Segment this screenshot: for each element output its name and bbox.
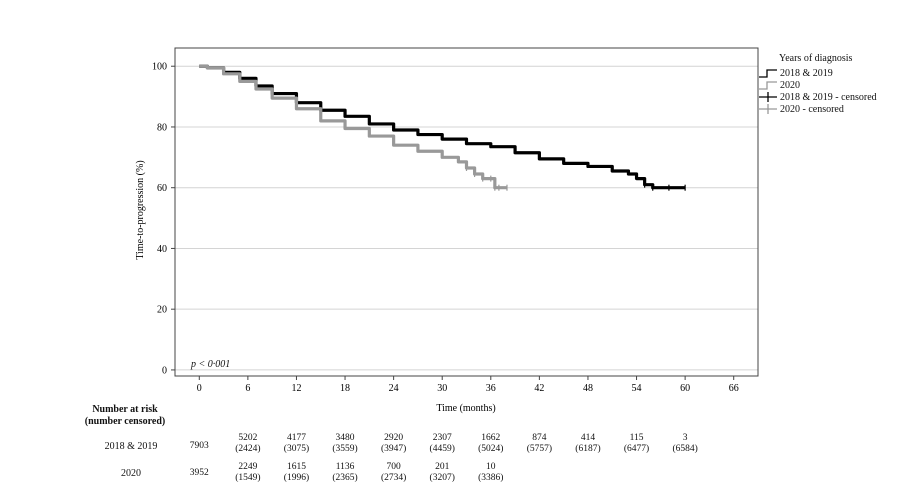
risk-count: 4177 xyxy=(286,433,306,443)
x-tick-label: 66 xyxy=(729,383,739,394)
curve-1 xyxy=(199,64,507,190)
x-tick-label: 24 xyxy=(389,383,399,394)
risk-count: 1136 xyxy=(335,462,355,472)
risk-cell: 5202 (2424) xyxy=(226,433,270,455)
x-tick-label: 12 xyxy=(291,383,301,394)
legend-label: 2018 & 2019 - censored xyxy=(780,91,877,103)
risk-count: 3 xyxy=(682,433,688,443)
y-axis-ticks: 0 20 40 60 80 100 xyxy=(152,62,175,376)
risk-cell: 874 (5757) xyxy=(517,433,561,455)
risk-cell: 10 (3386) xyxy=(469,462,513,484)
y-tick-label: 40 xyxy=(157,244,167,255)
risk-censored: (2424) xyxy=(235,444,261,454)
risk-censored: (2365) xyxy=(332,473,358,483)
legend-label: 2020 xyxy=(780,79,800,91)
survival-curves xyxy=(199,64,686,191)
risk-censored: (3386) xyxy=(478,473,504,483)
risk-censored: (3075) xyxy=(283,444,310,454)
x-tick-label: 0 xyxy=(197,383,202,394)
y-axis-label: Time-to-progression (%) xyxy=(135,160,146,259)
y-tick-label: 60 xyxy=(157,183,167,194)
risk-cell: 414 (6187) xyxy=(566,433,610,455)
risk-cell: 7903 xyxy=(177,441,221,452)
risk-cell: 201 (3207) xyxy=(420,462,464,484)
risk-count: 2920 xyxy=(384,433,404,443)
risk-censored: (3947) xyxy=(380,444,407,454)
risk-censored: (6477) xyxy=(623,444,650,454)
risk-cell: 3480 (3559) xyxy=(323,433,367,455)
x-tick-label: 6 xyxy=(245,383,250,394)
risk-count: 1662 xyxy=(481,433,501,443)
legend-step-line-icon xyxy=(759,69,777,78)
legend-censor-mark-icon xyxy=(759,104,777,114)
x-tick-label: 60 xyxy=(680,383,690,394)
risk-row-label: 2018 & 2019 xyxy=(104,441,158,452)
risk-censored: (3207) xyxy=(429,473,455,483)
risk-table-header-line1: Number at risk xyxy=(92,404,158,415)
x-tick-label: 42 xyxy=(534,383,544,394)
risk-cell: 2307 (4459) xyxy=(420,433,464,455)
risk-count: 115 xyxy=(629,433,644,443)
risk-count: 2307 xyxy=(432,433,452,443)
risk-count: 3480 xyxy=(335,433,355,443)
risk-censored: (2734) xyxy=(380,473,407,483)
y-tick-label: 20 xyxy=(157,305,167,316)
legend-item-2020-censored: 2020 - censored xyxy=(758,103,844,115)
risk-cell: 2249 (1549) xyxy=(226,462,270,484)
legend-label: 2018 & 2019 xyxy=(780,67,833,79)
x-tick-label: 54 xyxy=(632,383,642,394)
legend-item-2020: 2020 xyxy=(758,79,800,91)
x-tick-label: 36 xyxy=(486,383,496,394)
risk-censored: (5024) xyxy=(478,444,504,454)
risk-table-header: Number at risk (number censored) xyxy=(60,404,190,428)
grid-lines xyxy=(175,65,758,371)
risk-cell: 4177 (3075) xyxy=(274,433,318,455)
risk-censored: (5757) xyxy=(526,444,553,454)
p-value-annotation: p < 0·001 xyxy=(191,359,231,370)
x-tick-label: 48 xyxy=(583,383,593,394)
risk-row-label: 2020 xyxy=(121,468,141,479)
plot-area-frame xyxy=(174,47,759,377)
risk-count: 7903 xyxy=(189,441,209,451)
risk-count: 201 xyxy=(435,462,450,472)
risk-cell: 3952 xyxy=(177,468,221,479)
risk-cell: 115 (6477) xyxy=(615,433,659,455)
risk-count: 10 xyxy=(486,462,496,472)
risk-censored: (6584) xyxy=(672,444,698,454)
y-tick-label: 80 xyxy=(157,122,167,133)
risk-censored: (6187) xyxy=(575,444,601,454)
risk-cell: 1136 (2365) xyxy=(323,462,367,484)
risk-cell: 1615 (1996) xyxy=(274,462,318,484)
risk-cell: 700 (2734) xyxy=(372,462,416,484)
y-tick-label: 100 xyxy=(152,62,167,73)
risk-count: 414 xyxy=(580,433,596,443)
legend-step-line-icon xyxy=(759,81,777,90)
risk-count: 874 xyxy=(532,433,547,443)
risk-count: 700 xyxy=(386,462,401,472)
x-tick-label: 30 xyxy=(437,383,447,394)
risk-table-header-line2: (number censored) xyxy=(84,416,166,427)
risk-count: 2249 xyxy=(238,462,258,472)
risk-censored: (3559) xyxy=(332,444,358,454)
legend-title: Years of diagnosis xyxy=(779,53,853,64)
risk-count: 1615 xyxy=(286,462,306,472)
x-axis-label: Time (months) xyxy=(436,403,495,414)
risk-cell: 2920 (3947) xyxy=(372,433,416,455)
risk-censored: (4459) xyxy=(429,444,455,454)
risk-count: 5202 xyxy=(238,433,258,443)
risk-cell: 3 (6584) xyxy=(663,433,707,455)
risk-count: 3952 xyxy=(189,468,209,478)
risk-cell: 1662 (5024) xyxy=(469,433,513,455)
legend-item-2018-2019: 2018 & 2019 xyxy=(758,67,833,79)
risk-censored: (1996) xyxy=(283,473,310,483)
legend-label: 2020 - censored xyxy=(780,103,844,115)
x-tick-label: 18 xyxy=(340,383,350,394)
legend-item-2018-2019-censored: 2018 & 2019 - censored xyxy=(758,91,877,103)
y-tick-label: 0 xyxy=(162,365,167,376)
legend-censor-mark-icon xyxy=(759,92,777,102)
risk-censored: (1549) xyxy=(235,473,261,483)
x-axis-ticks: 0 6 12 18 24 30 36 42 48 54 60 66 xyxy=(197,376,739,394)
